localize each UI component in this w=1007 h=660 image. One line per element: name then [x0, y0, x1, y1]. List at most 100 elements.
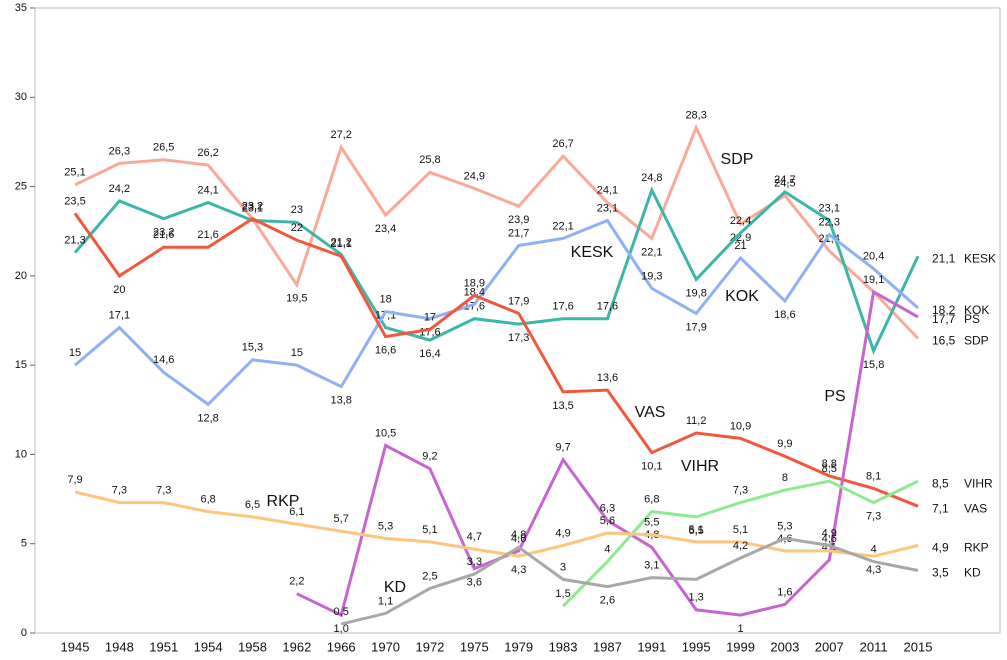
series-name: RKP	[267, 493, 300, 510]
value-label: 23,1	[242, 202, 263, 214]
value-label: 23,2	[153, 227, 174, 239]
y-tick-label: 25	[15, 180, 27, 192]
value-label: 17	[424, 311, 436, 323]
value-label: 24,8	[641, 172, 662, 184]
value-label: 6,5	[245, 499, 260, 511]
value-label: 23	[291, 204, 303, 216]
value-label: 23,2	[242, 201, 263, 213]
value-label: 4,7	[467, 531, 482, 543]
value-label: 13,8	[330, 394, 351, 406]
value-label: 21,1	[932, 251, 956, 265]
value-label: 23,9	[508, 214, 529, 226]
y-tick-label: 0	[21, 627, 27, 639]
value-label: 1,0	[334, 623, 349, 635]
value-label: 19,5	[286, 293, 307, 305]
value-label: 4,9	[932, 541, 949, 555]
x-tick-label: 1999	[726, 639, 755, 654]
value-label: 10,1	[641, 461, 662, 473]
value-label: 17,7	[932, 312, 956, 326]
x-tick-label: 1987	[593, 639, 622, 654]
value-label: 9,7	[555, 442, 570, 454]
value-label: 17,1	[109, 310, 130, 322]
value-label: 8,5	[932, 476, 949, 490]
x-tick-label: 2011	[860, 639, 888, 654]
x-tick-label: 1945	[61, 639, 90, 654]
value-label: 14,6	[153, 354, 174, 366]
value-label: 6,8	[644, 493, 659, 505]
value-label: 7,9	[67, 474, 82, 486]
value-label: 19,1	[863, 274, 884, 286]
value-label: 6,8	[200, 493, 215, 505]
value-label: 7,3	[866, 511, 881, 523]
value-label: 7,3	[156, 485, 171, 497]
value-label: 21,2	[330, 236, 351, 248]
y-tick-label: 20	[15, 270, 27, 282]
value-label: 24,9	[464, 170, 485, 182]
x-tick-label: 1979	[504, 639, 533, 654]
x-tick-label: 1966	[327, 639, 356, 654]
value-label: 3,1	[644, 560, 659, 572]
value-label: 4,2	[733, 540, 748, 552]
value-label: 4	[871, 543, 877, 555]
value-label: 19,8	[685, 287, 706, 299]
series-end-name: SDP	[964, 334, 989, 348]
series-line	[562, 479, 919, 608]
value-label: 4,9	[822, 527, 837, 539]
x-tick-label: 2007	[815, 639, 844, 654]
series-end-name: KESK	[964, 251, 996, 265]
value-label: 9,2	[422, 451, 437, 463]
value-label: 5,6	[600, 515, 615, 527]
value-label: 18,4	[464, 286, 485, 298]
series-line	[73, 212, 919, 508]
value-label: 16,6	[375, 344, 396, 356]
value-label: 18,2	[932, 303, 956, 317]
x-tick-label: 1954	[194, 639, 223, 654]
value-label: 11,2	[686, 415, 707, 427]
value-label: 2,5	[422, 570, 437, 582]
x-tick-label: 1948	[105, 639, 134, 654]
series-name: SDP	[721, 151, 754, 168]
value-label: 1,5	[555, 588, 570, 600]
y-tick-label: 30	[15, 91, 27, 103]
x-tick-label: 1975	[460, 639, 489, 654]
value-label: 23,2	[242, 201, 263, 213]
value-label: 15,3	[242, 342, 263, 354]
series-name: KOK	[725, 288, 759, 305]
value-label: 22,3	[819, 217, 840, 229]
value-label: 4,6	[511, 533, 526, 545]
x-tick-label: 1970	[371, 639, 400, 654]
series-line	[74, 218, 919, 407]
value-label: 20,4	[863, 251, 884, 263]
value-label: 20	[113, 284, 125, 296]
series-end-name: KOK	[964, 303, 989, 317]
series-line	[74, 490, 919, 558]
y-tick-label: 15	[15, 359, 27, 371]
value-label: 6,3	[600, 502, 615, 514]
value-label: 10,9	[730, 420, 751, 432]
series-end-name: VAS	[964, 501, 987, 515]
value-label: 7,3	[112, 485, 127, 497]
series-line	[296, 289, 919, 618]
y-tick-label: 5	[21, 538, 27, 550]
value-label: 8,1	[866, 470, 881, 482]
value-label: 5,1	[422, 524, 437, 536]
value-label: 23,4	[375, 223, 396, 235]
value-label: 26,2	[197, 147, 218, 159]
value-label: 3,3	[467, 556, 482, 568]
series-end-name: VIHR	[964, 476, 993, 490]
value-label: 10,5	[375, 427, 396, 439]
value-label: 5,7	[334, 513, 349, 525]
value-label: 22,1	[552, 220, 573, 232]
value-label: 5,1	[733, 524, 748, 536]
value-label: 22,4	[730, 215, 751, 227]
value-label: 1,1	[378, 595, 393, 607]
value-label: 21,3	[64, 235, 85, 247]
value-label: 7,3	[733, 485, 748, 497]
value-label: 17,3	[508, 332, 529, 344]
value-label: 19,3	[641, 270, 662, 282]
value-label: 17,6	[597, 301, 618, 313]
x-tick-label: 2015	[904, 639, 933, 654]
value-label: 28,3	[685, 110, 706, 122]
value-label: 13,6	[597, 372, 618, 384]
